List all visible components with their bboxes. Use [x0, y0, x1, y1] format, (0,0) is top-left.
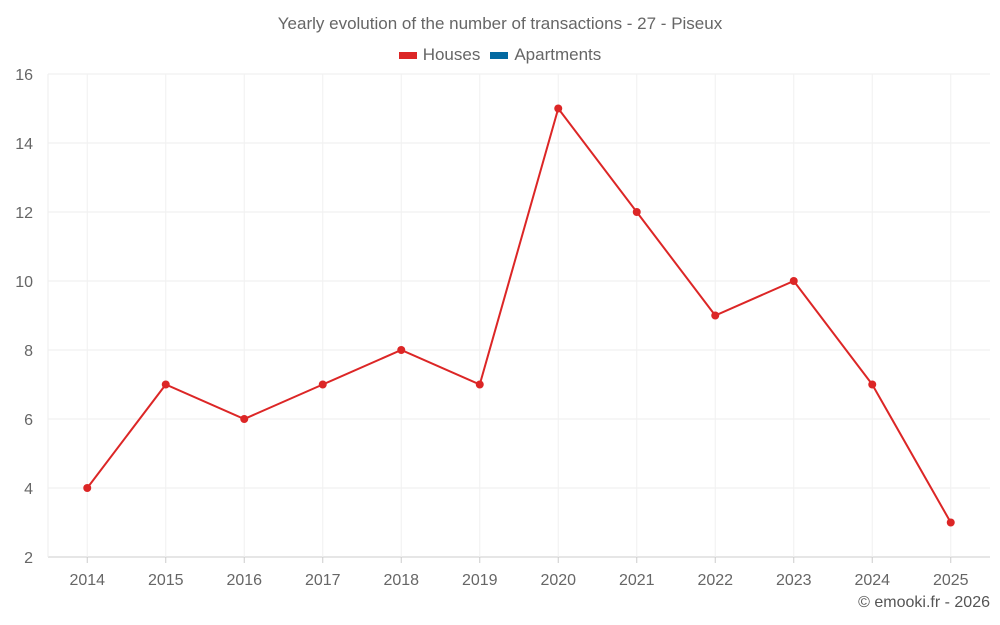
- data-point-houses: [554, 104, 563, 113]
- data-point-houses: [868, 380, 877, 389]
- data-point-houses: [161, 380, 170, 389]
- data-point-houses: [946, 518, 955, 527]
- y-tick-label: 14: [15, 136, 33, 153]
- y-tick-label: 4: [24, 481, 33, 498]
- x-tick-label: 2019: [462, 572, 498, 589]
- x-tick-label: 2020: [540, 572, 576, 589]
- x-tick-label: 2015: [148, 572, 184, 589]
- data-point-houses: [318, 380, 327, 389]
- y-tick-label: 16: [15, 67, 33, 84]
- data-point-houses: [397, 346, 406, 354]
- series-line-houses: [86, 106, 952, 523]
- x-tick-label: 2018: [383, 572, 419, 589]
- y-tick-label: 10: [15, 274, 33, 291]
- x-tick-label: 2024: [854, 572, 890, 589]
- legend-item-apartments[interactable]: Apartments: [490, 45, 601, 65]
- data-point-houses: [83, 484, 92, 492]
- data-point-houses: [789, 277, 798, 285]
- x-tick-label: 2025: [933, 572, 969, 589]
- legend-label-apartments: Apartments: [514, 45, 602, 64]
- legend-item-houses[interactable]: Houses: [398, 45, 481, 65]
- legend: Houses Apartments: [0, 45, 1000, 65]
- y-tick-label: 2: [24, 550, 33, 567]
- x-tick-label: 2014: [69, 572, 105, 589]
- y-tick-label: 8: [24, 343, 33, 360]
- x-tick-label: 2017: [305, 572, 341, 589]
- legend-swatch-apartments: [490, 51, 509, 59]
- data-point-houses: [632, 208, 641, 216]
- legend-label-houses: Houses: [422, 45, 481, 64]
- chart-title: Yearly evolution of the number of transa…: [277, 14, 723, 33]
- y-tick-label: 12: [15, 205, 33, 222]
- x-tick-label: 2021: [619, 572, 655, 589]
- x-tick-label: 2022: [697, 572, 733, 589]
- data-point-houses: [711, 311, 720, 320]
- data-point-houses: [475, 380, 484, 389]
- data-point-houses: [240, 415, 249, 423]
- credit: © emooki.fr - 2026: [858, 594, 990, 611]
- x-tick-label: 2023: [776, 572, 812, 589]
- y-tick-label: 6: [24, 412, 33, 429]
- x-tick-label: 2016: [226, 572, 262, 589]
- legend-swatch-houses: [398, 51, 417, 59]
